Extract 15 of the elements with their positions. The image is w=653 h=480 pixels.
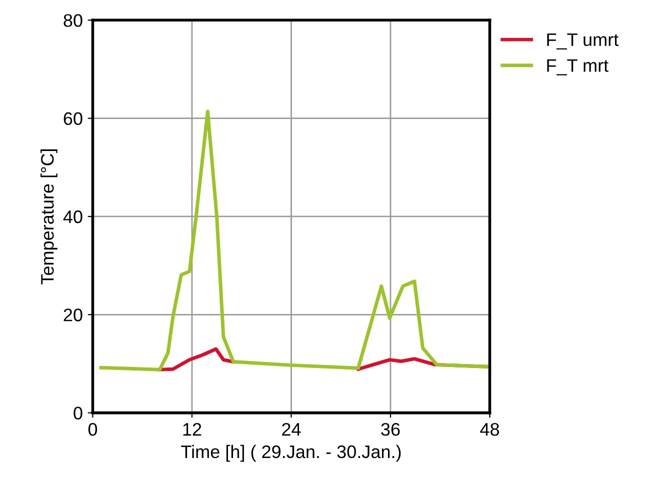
x-tick-label: 48: [480, 423, 500, 436]
y-tick-label: 80: [64, 14, 82, 27]
x-tick-label: 24: [282, 423, 301, 436]
x-tick-label: 36: [381, 423, 400, 436]
x-axis-title: Time [h] ( 29.Jan. - 30.Jan.): [181, 444, 401, 462]
y-tick-label: 0: [74, 406, 82, 420]
y-tick-label: 40: [63, 210, 82, 224]
x-tick-label: 0: [88, 423, 98, 436]
x-tick-label: 12: [183, 423, 202, 436]
legend-label: F_T umrt: [547, 33, 618, 50]
line-series: [99, 110, 490, 372]
legend-label: F_T mrt: [547, 59, 608, 76]
y-axis-title: Temperature [°C]: [40, 149, 58, 284]
y-tick-label: 60: [64, 112, 82, 126]
y-tick-label: 20: [64, 308, 82, 322]
